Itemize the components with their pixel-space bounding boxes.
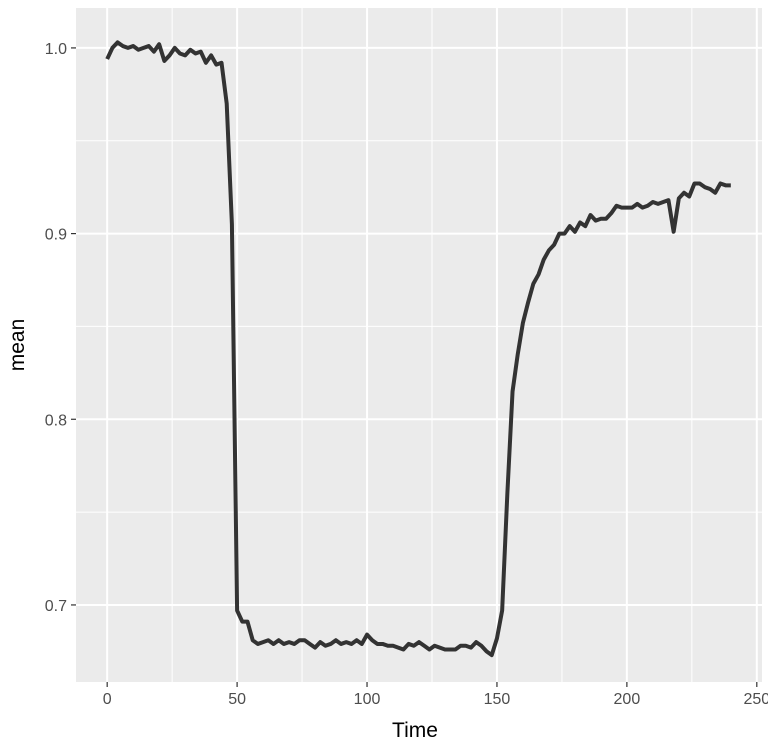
x-tick-label: 150 [484,691,511,708]
y-tick-label: 1.0 [45,41,67,58]
series-line [105,40,731,658]
x-tick-label: 0 [103,691,112,708]
y-tick-label: 0.8 [45,412,67,429]
y-tick-label: 0.7 [45,598,67,615]
y-axis-title: mean [6,319,29,372]
x-tick-label: 50 [228,691,246,708]
x-axis: 0 50 100 150 200 250 [103,682,768,708]
minor-gridlines [76,8,762,682]
series-layer [105,40,731,658]
x-axis-title: Time [392,719,438,742]
y-axis: 0.7 0.8 0.9 1.0 [45,41,76,615]
x-tick-label: 100 [354,691,381,708]
x-tick-label: 250 [743,691,768,708]
x-tick-label: 200 [614,691,641,708]
y-tick-label: 0.9 [45,227,67,244]
plot-panel [76,8,762,682]
